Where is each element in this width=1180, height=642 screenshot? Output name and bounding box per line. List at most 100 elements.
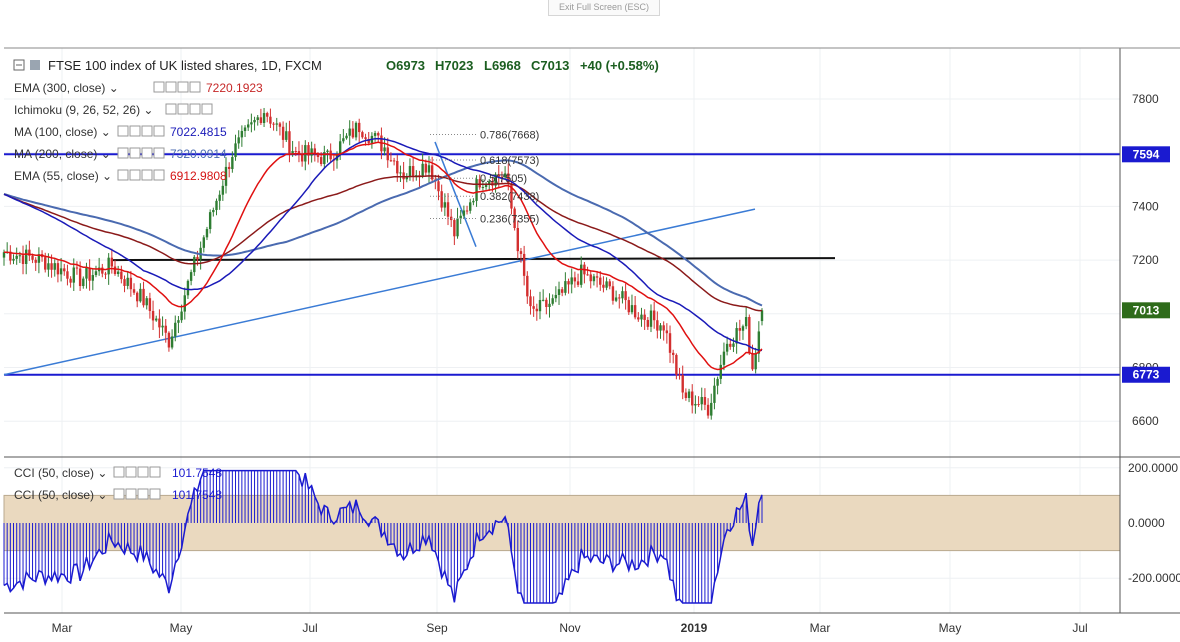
- candle-body: [316, 154, 320, 158]
- candle-body: [716, 378, 719, 386]
- candle-body: [754, 353, 757, 370]
- indicator-control-icon: [117, 169, 129, 181]
- indicator-control-icon: [113, 466, 125, 478]
- indicator-control-icon: [125, 488, 137, 500]
- indicator-control-icon: [125, 466, 137, 478]
- candle-body: [437, 181, 440, 192]
- candle-body: [243, 127, 247, 132]
- candle-body: [453, 220, 456, 237]
- candle-body: [75, 267, 79, 269]
- candle-body: [392, 160, 396, 162]
- candle-body: [177, 320, 180, 323]
- cci-tick-label: 200.0000: [1128, 461, 1178, 475]
- candle-body: [472, 200, 475, 203]
- candle-body: [88, 267, 91, 281]
- candle-body: [354, 122, 358, 138]
- candle-body: [218, 194, 221, 201]
- time-tick-label: 2019: [681, 621, 708, 635]
- candle-body: [278, 123, 282, 127]
- candle-body: [221, 185, 225, 195]
- candle-body: [446, 202, 450, 217]
- indicator-name: MA (200, close) ⌄: [14, 147, 111, 161]
- grid: [4, 48, 1120, 613]
- fib-level-label: 0.382(7438): [480, 191, 539, 203]
- candle-body: [719, 364, 722, 379]
- candle-body: [139, 288, 142, 302]
- candle-body: [247, 124, 250, 128]
- trendlines: [3, 141, 1120, 376]
- symbol-flag-icon: [30, 60, 40, 70]
- candle-body: [12, 258, 15, 261]
- candle-body: [478, 179, 481, 188]
- candle-body: [358, 122, 361, 133]
- candle-body: [494, 174, 497, 186]
- candle-body: [269, 116, 272, 124]
- cci-tick-label: -200.0000: [1128, 571, 1180, 585]
- indicator-control-icon: [149, 466, 161, 478]
- candle-body: [183, 295, 186, 312]
- candle-body: [37, 254, 41, 263]
- candle-body: [599, 277, 602, 285]
- candle-body: [377, 133, 380, 136]
- candle-body: [624, 291, 627, 301]
- candle-body: [205, 229, 209, 238]
- candle-body: [691, 391, 694, 406]
- candle-body: [53, 263, 56, 270]
- indicator-control-icon: [177, 103, 189, 115]
- candle-body: [551, 298, 554, 304]
- rising-trendline: [3, 208, 756, 376]
- cci-axis[interactable]: 200.0000 0.0000 -200.0000: [1128, 461, 1180, 585]
- candle-body: [481, 186, 485, 188]
- candle-body: [307, 145, 310, 156]
- candle-body: [484, 184, 488, 187]
- candle-body: [738, 328, 741, 331]
- time-axis[interactable]: Mar May Jul Sep Nov 2019 Mar May Jul: [52, 621, 1088, 635]
- candle-body: [285, 131, 288, 140]
- candle-body: [63, 268, 66, 272]
- fib-level-label: 0.236(7355): [480, 213, 539, 225]
- indicator-control-icon: [153, 147, 165, 159]
- candle-body: [535, 308, 539, 312]
- ema-55-line: [4, 141, 763, 371]
- candle-body: [643, 314, 646, 320]
- candle-body: [47, 263, 50, 270]
- candle-body: [186, 280, 190, 296]
- price-tick-label: 6600: [1132, 414, 1159, 428]
- exit-fullscreen-button[interactable]: Exit Full Screen (ESC): [548, 0, 660, 16]
- candle-body: [297, 151, 301, 155]
- candle-body: [700, 397, 703, 405]
- candle-body: [256, 117, 259, 120]
- indicator-control-icon: [137, 466, 149, 478]
- candle-body: [348, 128, 351, 136]
- candle-body: [627, 300, 630, 313]
- candle-body: [215, 200, 218, 211]
- fib-level-label: 0.5(7505): [480, 173, 527, 185]
- candle-body: [361, 132, 364, 138]
- candle-body: [497, 174, 500, 177]
- indicator-control-icon: [153, 125, 165, 137]
- indicator-control-icon: [141, 125, 153, 137]
- candle-body: [656, 320, 659, 331]
- candle-body: [101, 267, 104, 274]
- candle-body: [373, 133, 377, 136]
- candle-body: [567, 281, 570, 285]
- candle-body: [237, 137, 240, 144]
- candle-body: [91, 275, 95, 281]
- ohlc-high: H7023: [435, 58, 473, 73]
- candle-body: [554, 294, 558, 299]
- candle-body: [560, 289, 564, 293]
- candle-body: [678, 374, 681, 376]
- indicator-control-icon: [149, 488, 161, 500]
- candle-body: [259, 117, 263, 123]
- cci-indicator-name: CCI (50, close) ⌄: [14, 488, 107, 502]
- candle-body: [405, 176, 408, 180]
- cci-tick-label: 0.0000: [1128, 516, 1165, 530]
- candle-body: [649, 310, 653, 327]
- candle-body: [710, 402, 713, 416]
- cci-histogram: [3, 470, 763, 604]
- candle-body: [174, 322, 177, 337]
- candle-body: [158, 318, 161, 328]
- candle-body: [440, 191, 443, 208]
- candle-body: [399, 172, 402, 174]
